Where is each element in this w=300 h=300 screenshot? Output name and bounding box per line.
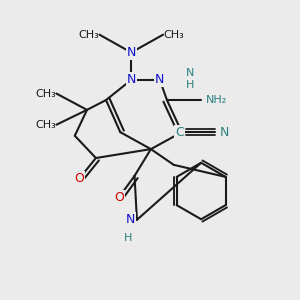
Text: N: N — [127, 74, 136, 86]
Text: CH₃: CH₃ — [36, 88, 56, 98]
Text: C: C — [176, 126, 184, 139]
Text: H: H — [186, 80, 194, 90]
Text: H: H — [124, 233, 132, 243]
Text: N: N — [126, 213, 135, 226]
Text: N: N — [220, 126, 229, 139]
Text: O: O — [75, 172, 85, 185]
Text: CH₃: CH₃ — [163, 30, 184, 40]
Text: CH₃: CH₃ — [36, 120, 56, 130]
Text: O: O — [114, 191, 124, 204]
Text: CH₃: CH₃ — [79, 30, 100, 40]
Text: N: N — [127, 46, 136, 59]
Text: N: N — [155, 74, 164, 86]
Text: N: N — [186, 68, 194, 78]
Text: NH₂: NH₂ — [206, 95, 227, 105]
